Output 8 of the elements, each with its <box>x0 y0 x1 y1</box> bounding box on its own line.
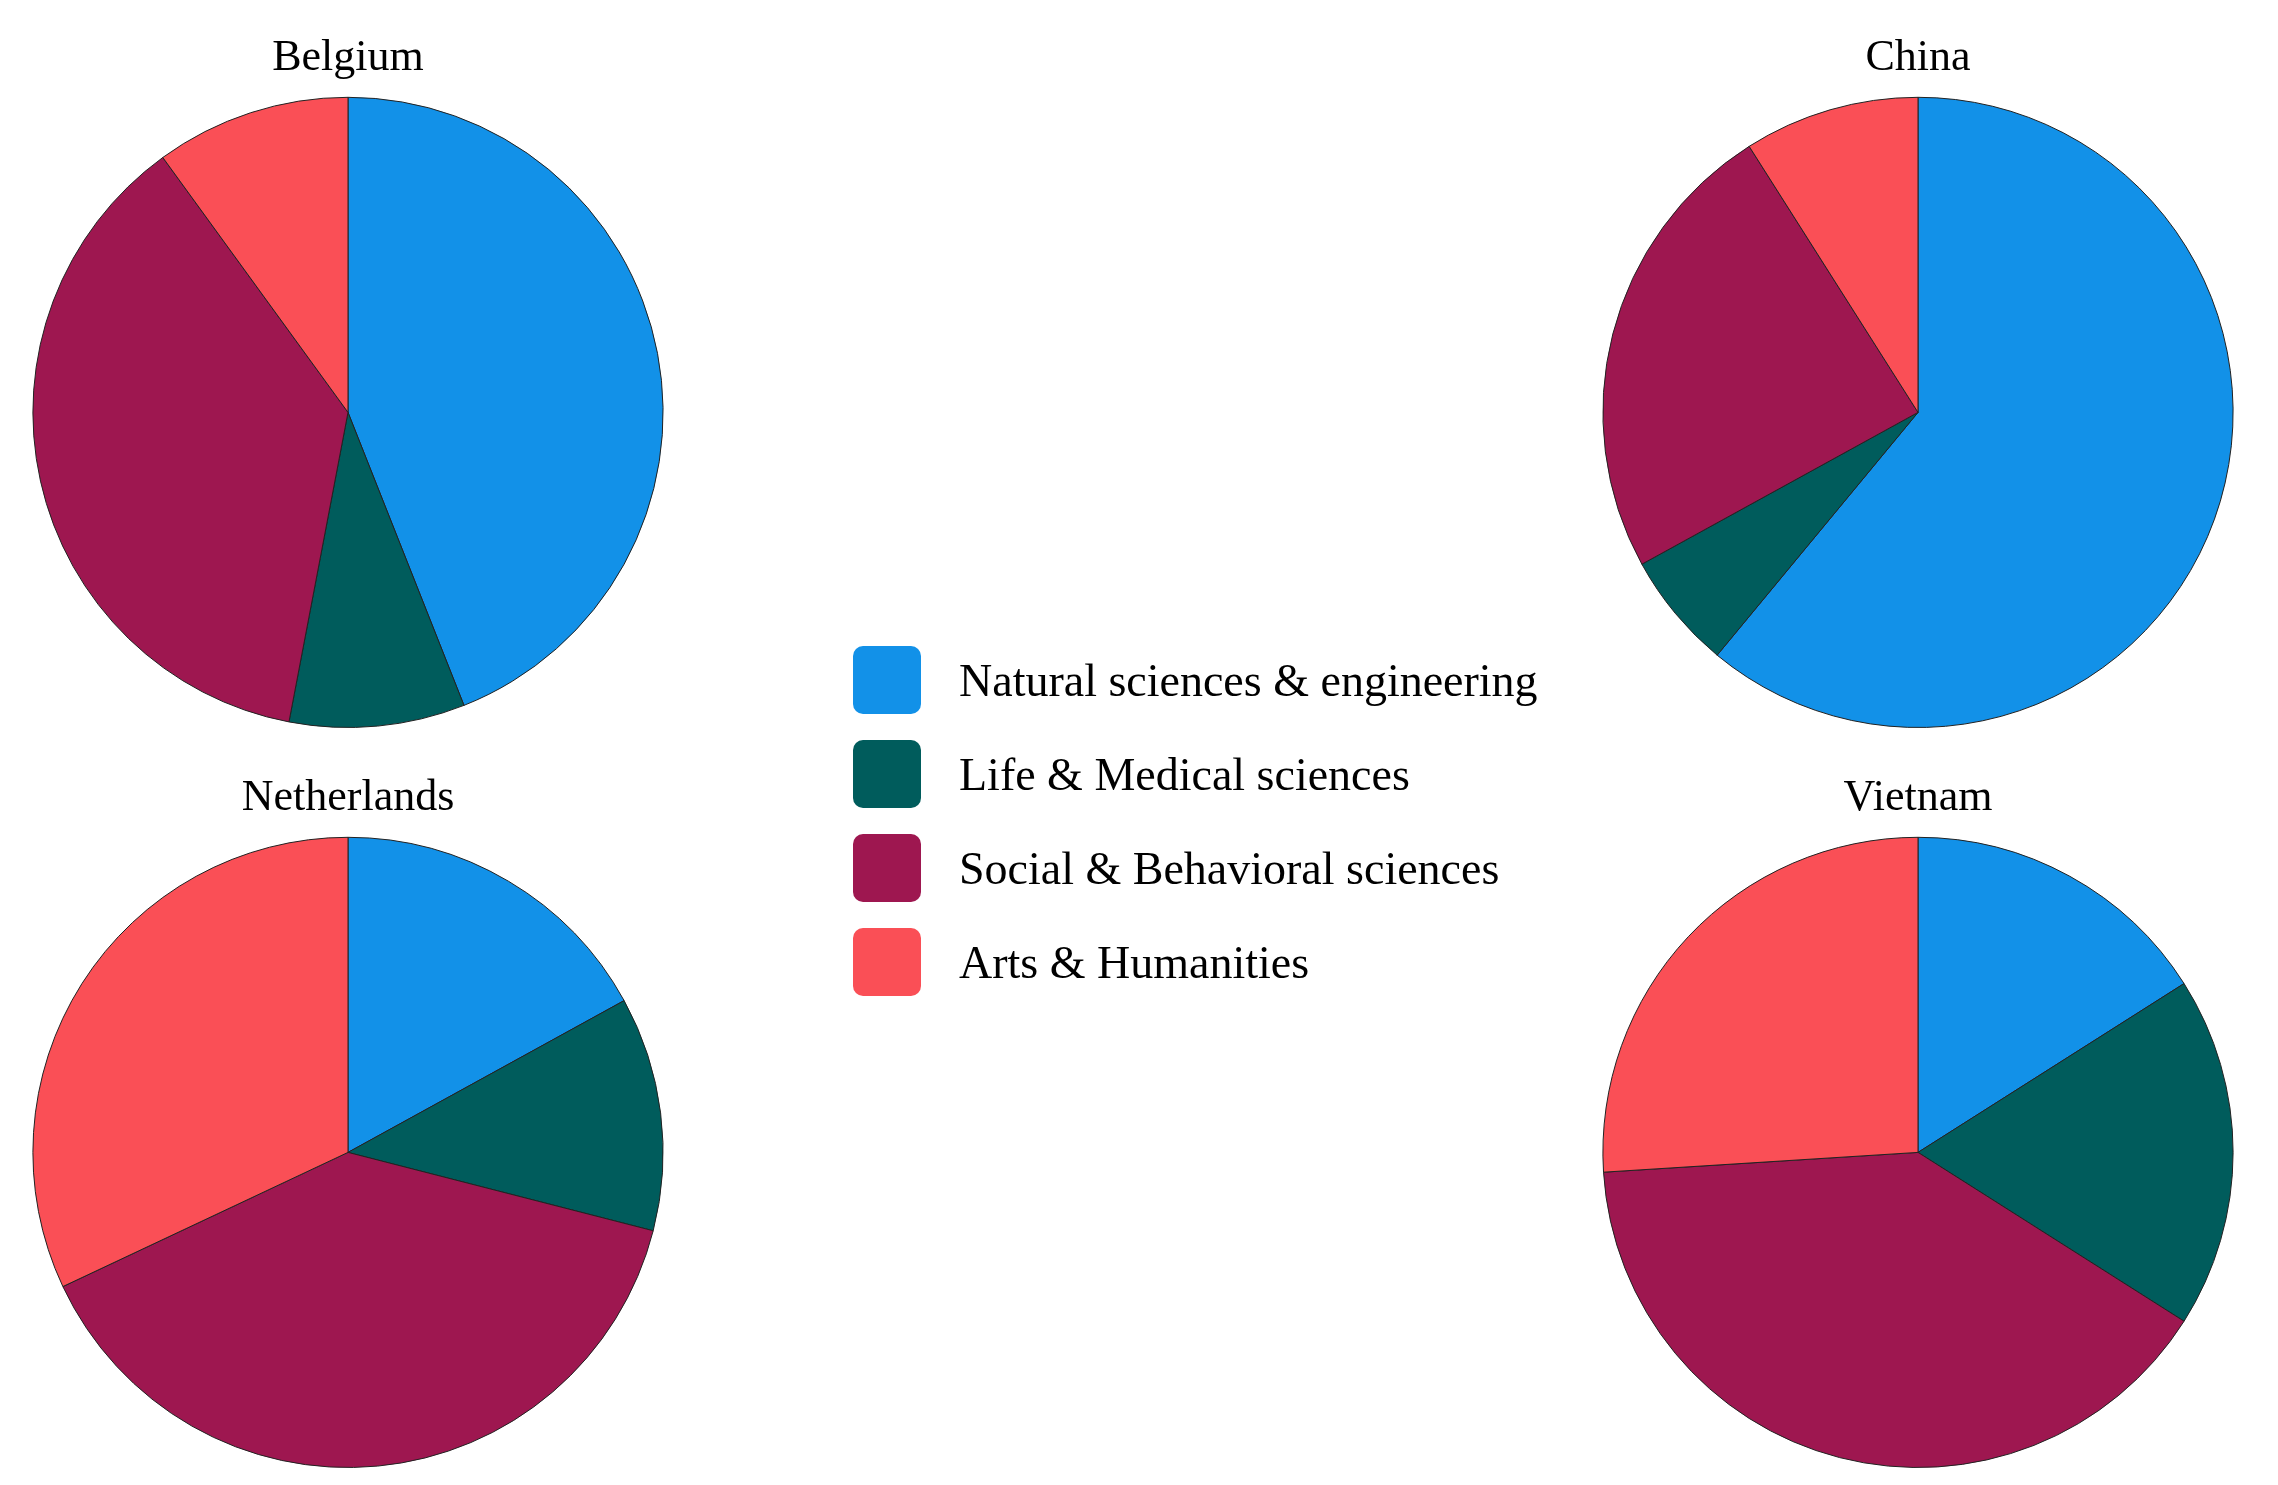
legend-label: Social & Behavioral sciences <box>959 841 1500 895</box>
chart-title: Belgium <box>272 30 424 80</box>
legend-label: Life & Medical sciences <box>959 747 1410 801</box>
chart-title: China <box>1865 30 1971 80</box>
legend-label: Arts & Humanities <box>959 935 1310 989</box>
chart-title: Vietnam <box>1843 770 1993 820</box>
legend-label: Natural sciences & engineering <box>959 653 1538 707</box>
chart-title: Netherlands <box>241 770 455 820</box>
